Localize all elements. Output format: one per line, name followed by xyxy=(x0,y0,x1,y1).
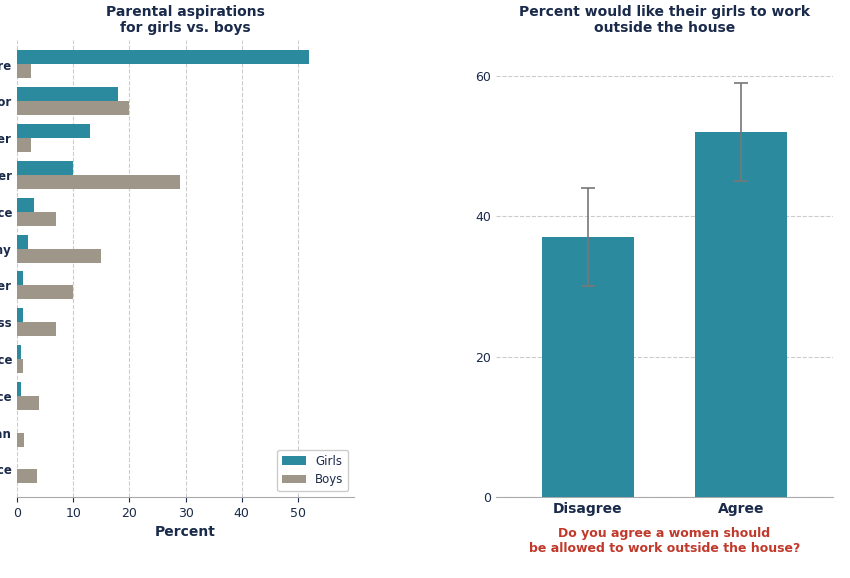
Bar xyxy=(17,359,23,373)
X-axis label: Percent: Percent xyxy=(156,525,216,539)
Bar xyxy=(695,132,787,497)
Bar xyxy=(17,124,90,138)
Bar xyxy=(17,212,56,225)
Bar xyxy=(17,345,21,359)
Bar xyxy=(17,286,73,299)
Bar xyxy=(17,469,37,483)
Bar xyxy=(17,235,28,249)
Bar xyxy=(17,101,129,115)
Title: Percent would like their girls to work
outside the house: Percent would like their girls to work o… xyxy=(518,5,810,35)
Bar xyxy=(17,175,180,189)
Bar xyxy=(17,271,23,286)
Bar xyxy=(17,50,309,64)
Legend: Girls, Boys: Girls, Boys xyxy=(277,450,348,491)
Bar xyxy=(17,249,101,262)
Bar xyxy=(17,382,21,396)
Bar xyxy=(17,198,34,212)
Bar xyxy=(17,161,73,175)
X-axis label: Do you agree a women should
be allowed to work outside the house?: Do you agree a women should be allowed t… xyxy=(529,527,800,555)
Bar xyxy=(17,308,23,322)
Bar xyxy=(17,322,56,336)
Bar xyxy=(17,138,31,152)
Bar xyxy=(17,87,118,101)
Bar xyxy=(541,237,634,497)
Bar xyxy=(17,433,24,447)
Bar xyxy=(17,396,39,410)
Title: Parental aspirations
for girls vs. boys: Parental aspirations for girls vs. boys xyxy=(106,5,265,35)
Bar xyxy=(17,64,31,79)
